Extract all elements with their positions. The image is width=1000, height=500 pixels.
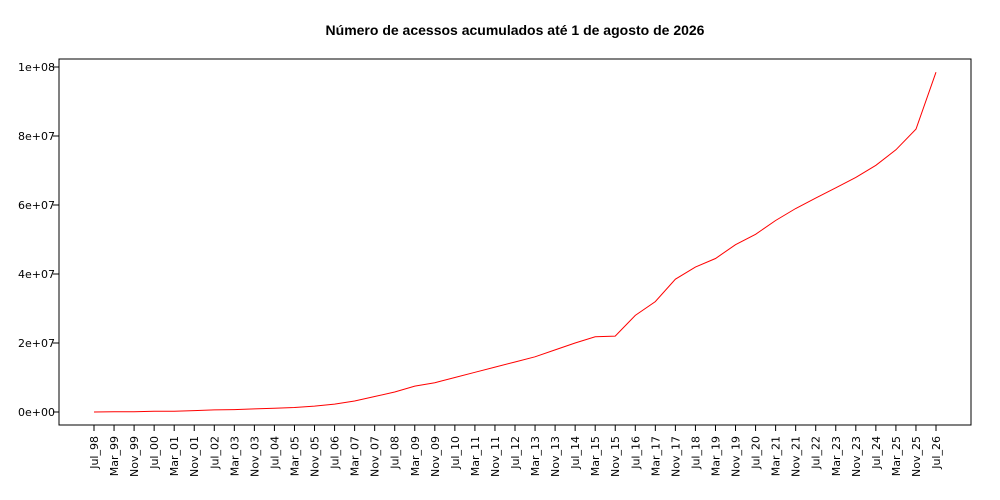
x-tick-label: Mar_13 (529, 436, 542, 476)
x-tick-label: Jul_16 (629, 436, 642, 470)
x-tick-label: Nov_25 (910, 436, 923, 477)
x-tick-label: Mar_23 (830, 436, 843, 476)
x-tick-label: Mar_07 (349, 436, 362, 476)
x-tick-label: Nov_03 (248, 436, 261, 477)
x-tick-label: Jul_04 (268, 436, 281, 470)
x-tick-label: Mar_99 (108, 436, 121, 476)
x-tick-label: Jul_22 (810, 436, 823, 470)
x-tick-label: Mar_01 (168, 436, 181, 476)
y-tick-label: 4e+07 (18, 268, 55, 281)
x-tick-label: Nov_05 (309, 436, 322, 477)
x-tick-label: Mar_25 (890, 436, 903, 476)
x-tick-label: Mar_19 (709, 436, 722, 476)
series-line-0 (93, 72, 937, 413)
y-tick-label: 0e+00 (18, 406, 55, 419)
y-tick-label: 6e+07 (18, 199, 55, 212)
x-tick-label: Nov_11 (489, 436, 502, 477)
x-tick-label: Jul_00 (148, 436, 161, 470)
x-tick-label: Mar_03 (228, 436, 241, 476)
x-tick-label: Nov_13 (549, 436, 562, 477)
x-tick-label: Mar_15 (589, 436, 602, 476)
x-tick-label: Jul_10 (449, 436, 462, 470)
x-tick-label: Mar_09 (409, 436, 422, 476)
x-tick-label: Nov_17 (669, 436, 682, 477)
x-tick-label: Jul_12 (509, 436, 522, 470)
x-axis: Jul_98 Mar_99 Nov_99 Jul_00 Mar_01 Nov_01 Jul_… (88, 424, 943, 477)
y-tick-label: 8e+07 (18, 130, 55, 143)
x-tick-label: Nov_21 (790, 436, 803, 477)
x-tick-label: Jul_18 (689, 436, 702, 470)
x-tick-label: Jul_06 (329, 436, 342, 470)
x-tick-label: Nov_19 (730, 436, 743, 477)
x-tick-label: Mar_05 (288, 436, 301, 476)
chart-title: Número de acessos acumulados até 1 de ag… (326, 22, 705, 38)
x-tick-label: Jul_02 (208, 436, 221, 470)
y-axis: 0e+00 2e+07 4e+07 6e+07 8e+07 1e+08 (18, 61, 60, 419)
y-tick-label: 2e+07 (18, 337, 55, 350)
plot-area-frame (58, 58, 972, 426)
x-tick-label: Mar_17 (649, 436, 662, 476)
y-tick-label: 1e+08 (18, 61, 55, 74)
x-tick-label: Jul_14 (569, 436, 582, 470)
x-tick-label: Jul_24 (870, 436, 883, 470)
x-tick-label: Jul_98 (88, 436, 101, 470)
x-tick-label: Mar_21 (770, 436, 783, 476)
x-tick-label: Nov_07 (369, 436, 382, 477)
x-tick-label: Nov_99 (128, 436, 141, 477)
x-tick-label: Jul_20 (750, 436, 763, 470)
x-tick-label: Nov_15 (609, 436, 622, 477)
x-tick-label: Nov_23 (850, 436, 863, 477)
x-tick-label: Nov_09 (429, 436, 442, 477)
x-tick-label: Jul_26 (930, 436, 943, 470)
series-group (93, 72, 937, 413)
x-tick-label: Mar_11 (469, 436, 482, 476)
x-tick-label: Nov_01 (188, 436, 201, 477)
x-tick-label: Jul_08 (389, 436, 402, 470)
